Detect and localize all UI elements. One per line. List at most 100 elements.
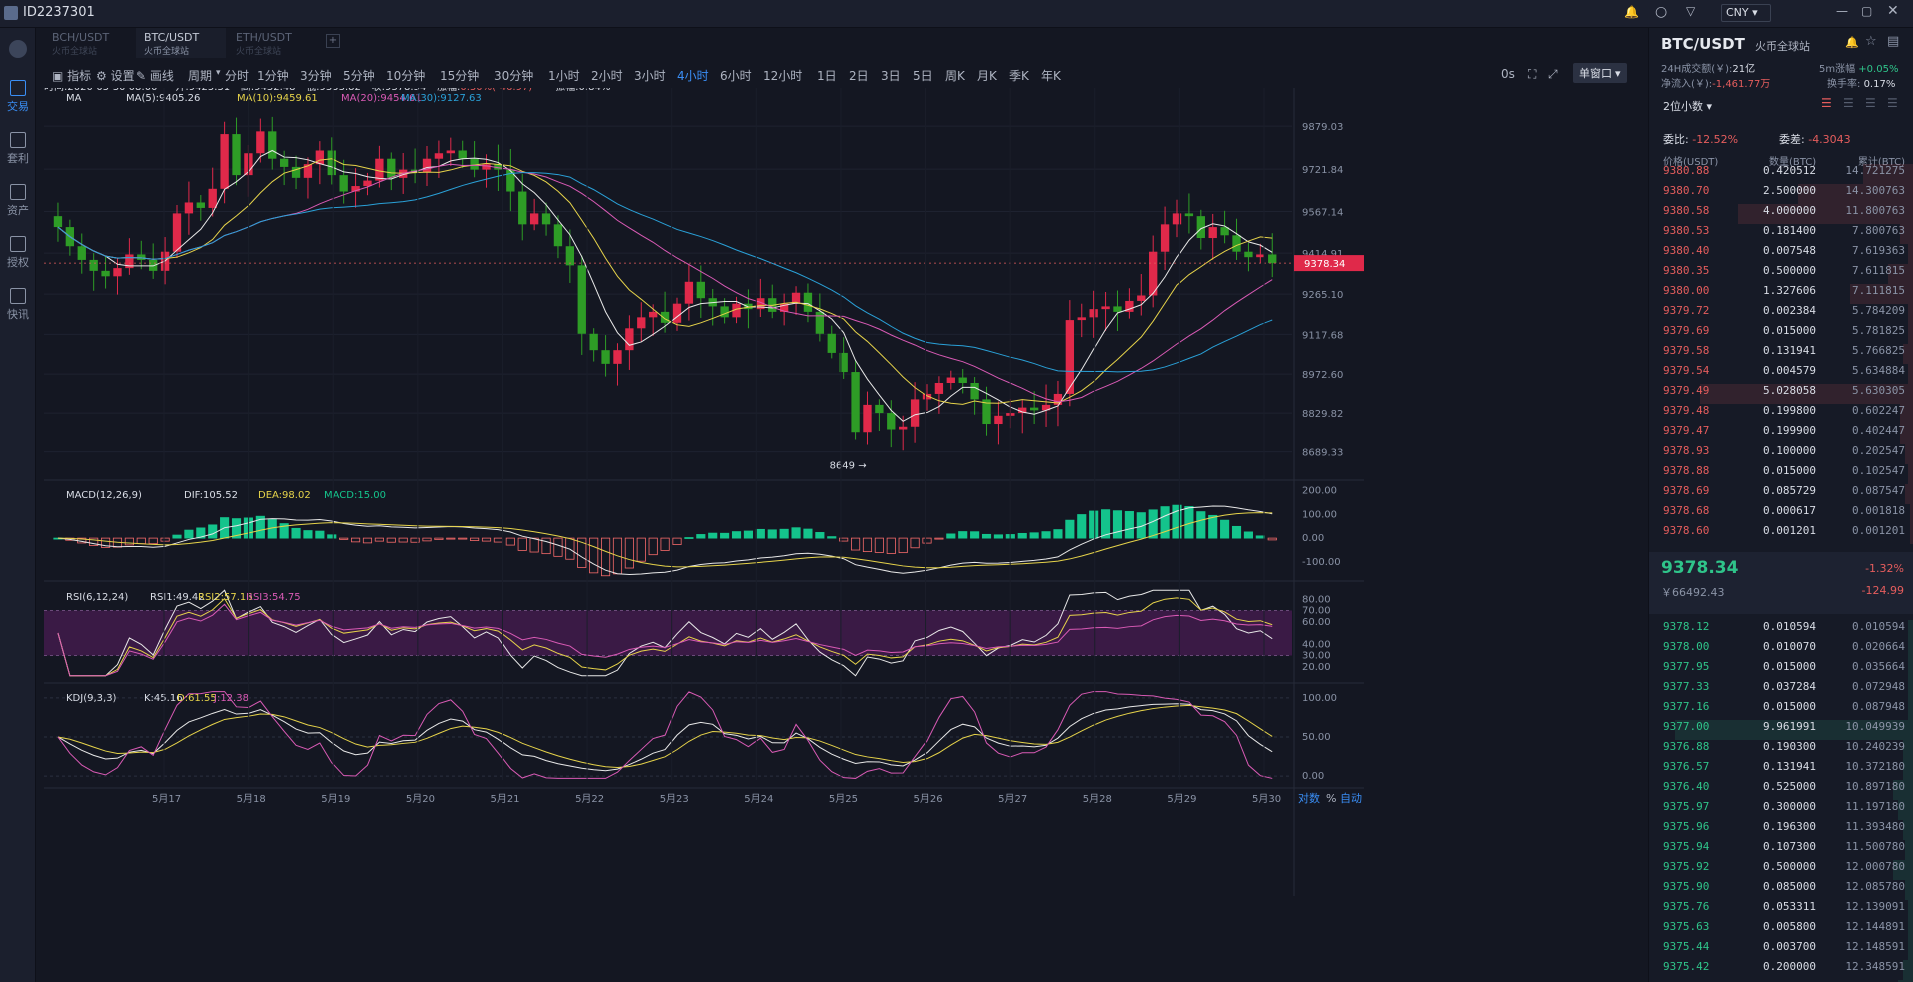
layout-buy-icon[interactable]: ☰ xyxy=(1843,96,1854,110)
interval-4[interactable]: 10分钟 xyxy=(386,69,426,83)
depth-bar xyxy=(1908,680,1913,700)
detail-icon[interactable]: ▤ xyxy=(1887,34,1900,49)
bid-row[interactable]: 9378.00 0.010070 0.020664 xyxy=(1663,640,1913,660)
symbol-tab-1[interactable]: BTC/USDT 火币全球站 xyxy=(136,28,226,58)
bid-row[interactable]: 9375.76 0.053311 12.139091 xyxy=(1663,900,1913,920)
ask-row[interactable]: 9378.60 0.001201 0.001201 xyxy=(1663,524,1913,544)
maximize-icon[interactable]: ▢ xyxy=(1861,4,1873,18)
bid-row[interactable]: 9375.30 0.500000 12.848591 xyxy=(1663,980,1913,982)
bid-row[interactable]: 9376.57 0.131941 10.372180 xyxy=(1663,760,1913,780)
percent-scale-toggle[interactable]: % xyxy=(1326,792,1336,805)
interval-13[interactable]: 1日 xyxy=(817,69,837,83)
bid-row[interactable]: 9375.92 0.500000 12.000780 xyxy=(1663,860,1913,880)
ask-row[interactable]: 9378.88 0.015000 0.102547 xyxy=(1663,464,1913,484)
ask-row[interactable]: 9378.68 0.000617 0.001818 xyxy=(1663,504,1913,524)
ask-row[interactable]: 9380.58 4.000000 11.800763 xyxy=(1663,204,1913,224)
ask-row[interactable]: 9380.70 2.500000 14.300763 xyxy=(1663,184,1913,204)
star-icon[interactable]: ☆ xyxy=(1865,34,1877,49)
interval-17[interactable]: 周K xyxy=(945,69,965,83)
ask-row[interactable]: 9379.69 0.015000 5.781825 xyxy=(1663,324,1913,344)
bid-row[interactable]: 9375.96 0.196300 11.393480 xyxy=(1663,820,1913,840)
interval-8[interactable]: 2小时 xyxy=(591,69,623,83)
symbol-tab-2[interactable]: ETH/USDT 火币全球站 xyxy=(228,28,318,58)
ask-row[interactable]: 9378.93 0.100000 0.202547 xyxy=(1663,444,1913,464)
bid-row[interactable]: 9375.44 0.003700 12.148591 xyxy=(1663,940,1913,960)
minimize-icon[interactable]: — xyxy=(1836,4,1848,18)
bid-row[interactable]: 9375.63 0.005800 12.144891 xyxy=(1663,920,1913,940)
nav-item-4[interactable]: 快讯 xyxy=(0,272,36,328)
ask-row[interactable]: 9379.49 5.028058 5.630305 xyxy=(1663,384,1913,404)
bid-row[interactable]: 9375.42 0.200000 12.348591 xyxy=(1663,960,1913,980)
layout-sell-icon[interactable]: ☰ xyxy=(1865,96,1876,110)
interval-5[interactable]: 15分钟 xyxy=(440,69,480,83)
interval-12[interactable]: 12小时 xyxy=(763,69,803,83)
interval-6[interactable]: 30分钟 xyxy=(494,69,534,83)
ask-row[interactable]: 9380.35 0.500000 7.611815 xyxy=(1663,264,1913,284)
alert-icon[interactable]: 🔔 xyxy=(1845,36,1859,49)
interval-16[interactable]: 5日 xyxy=(913,69,933,83)
interval-18[interactable]: 月K xyxy=(977,69,997,83)
shirt-icon[interactable]: ▽ xyxy=(1686,4,1696,18)
screenshot-icon[interactable]: ⤢ xyxy=(1548,67,1558,81)
interval-2[interactable]: 3分钟 xyxy=(300,69,332,83)
interval-7[interactable]: 1小时 xyxy=(548,69,580,83)
ask-row[interactable]: 9379.58 0.131941 5.766825 xyxy=(1663,344,1913,364)
ask-row[interactable]: 9378.69 0.085729 0.087547 xyxy=(1663,484,1913,504)
bid-row[interactable]: 9377.33 0.037284 0.072948 xyxy=(1663,680,1913,700)
ask-row[interactable]: 9379.54 0.004579 5.634884 xyxy=(1663,364,1913,384)
macd-bar xyxy=(1112,510,1123,539)
bid-row[interactable]: 9377.16 0.015000 0.087948 xyxy=(1663,700,1913,720)
window-mode-select[interactable]: 单窗口 ▾ xyxy=(1573,63,1627,83)
interval-15[interactable]: 3日 xyxy=(881,69,901,83)
layout-grid-icon[interactable]: ☰ xyxy=(1887,96,1898,110)
close-icon[interactable]: ✕ xyxy=(1887,3,1899,19)
bid-row[interactable]: 9376.40 0.525000 10.897180 xyxy=(1663,780,1913,800)
period-select[interactable]: 周期 xyxy=(188,67,212,84)
fullscreen-icon[interactable]: ⛶ xyxy=(1528,67,1537,81)
macd-bar xyxy=(648,537,658,556)
interval-3[interactable]: 5分钟 xyxy=(343,69,375,83)
currency-select[interactable]: CNY ▾ xyxy=(1721,4,1771,22)
nav-item-3[interactable]: 授权 xyxy=(0,220,36,276)
ask-row[interactable]: 9380.88 0.420512 14.721275 xyxy=(1663,164,1913,184)
candle-body xyxy=(577,265,586,334)
bid-row[interactable]: 9375.97 0.300000 11.197180 xyxy=(1663,800,1913,820)
indicator-button[interactable]: ▣ 指标 xyxy=(52,67,91,84)
nav-item-1[interactable]: 套利 xyxy=(0,116,36,172)
interval-10[interactable]: 4小时 xyxy=(677,69,709,83)
interval-9[interactable]: 3小时 xyxy=(634,69,666,83)
interval-11[interactable]: 6小时 xyxy=(720,69,752,83)
interval-19[interactable]: 季K xyxy=(1009,69,1029,83)
layout-both-icon[interactable]: ☰ xyxy=(1821,96,1832,110)
notification-icon[interactable]: 🔔 xyxy=(1624,5,1639,19)
interval-14[interactable]: 2日 xyxy=(849,69,869,83)
bid-row[interactable]: 9378.12 0.010594 0.010594 xyxy=(1663,620,1913,640)
bid-row[interactable]: 9375.94 0.107300 11.500780 xyxy=(1663,840,1913,860)
bid-row[interactable]: 9376.88 0.190300 10.240239 xyxy=(1663,740,1913,760)
settings-button[interactable]: ⚙ 设置 xyxy=(96,67,135,84)
add-tab-icon[interactable]: + xyxy=(326,34,340,48)
bid-row[interactable]: 9375.90 0.085000 12.085780 xyxy=(1663,880,1913,900)
interval-1[interactable]: 1分钟 xyxy=(257,69,289,83)
ask-row[interactable]: 9380.53 0.181400 7.800763 xyxy=(1663,224,1913,244)
ask-row[interactable]: 9380.00 1.327606 7.111815 xyxy=(1663,284,1913,304)
bid-row[interactable]: 9377.95 0.015000 0.035664 xyxy=(1663,660,1913,680)
log-scale-toggle[interactable]: 对数 xyxy=(1298,791,1320,805)
interval-0[interactable]: 分时 xyxy=(225,69,250,83)
symbol-tab-0[interactable]: BCH/USDT 火币全球站 xyxy=(44,28,134,58)
ask-row[interactable]: 9379.72 0.002384 5.784209 xyxy=(1663,304,1913,324)
chart-area[interactable]: 9879.03 9721.84 9567.14 9414.91 9265.10 9117.… xyxy=(44,80,1644,978)
bid-row[interactable]: 9377.00 9.961991 10.049939 xyxy=(1663,720,1913,740)
draw-button[interactable]: ✎ 画线 xyxy=(136,67,174,84)
interval-20[interactable]: 年K xyxy=(1041,69,1061,83)
search-icon[interactable]: ○ xyxy=(1655,4,1668,20)
ask-row[interactable]: 9379.48 0.199800 0.602247 xyxy=(1663,404,1913,424)
auto-scale-toggle[interactable]: 自动 xyxy=(1340,792,1362,805)
ask-row[interactable]: 9380.40 0.007548 7.619363 xyxy=(1663,244,1913,264)
decimals-select[interactable]: 2位小数 ▾ xyxy=(1663,100,1713,113)
nav-item-0[interactable]: 交易 xyxy=(0,64,36,120)
kline-chart[interactable]: 9879.03 9721.84 9567.14 9414.91 9265.10 9117.… xyxy=(44,80,1644,978)
ask-row[interactable]: 9379.47 0.199900 0.402447 xyxy=(1663,424,1913,444)
user-avatar[interactable] xyxy=(4,6,18,20)
nav-item-2[interactable]: 资产 xyxy=(0,168,36,224)
